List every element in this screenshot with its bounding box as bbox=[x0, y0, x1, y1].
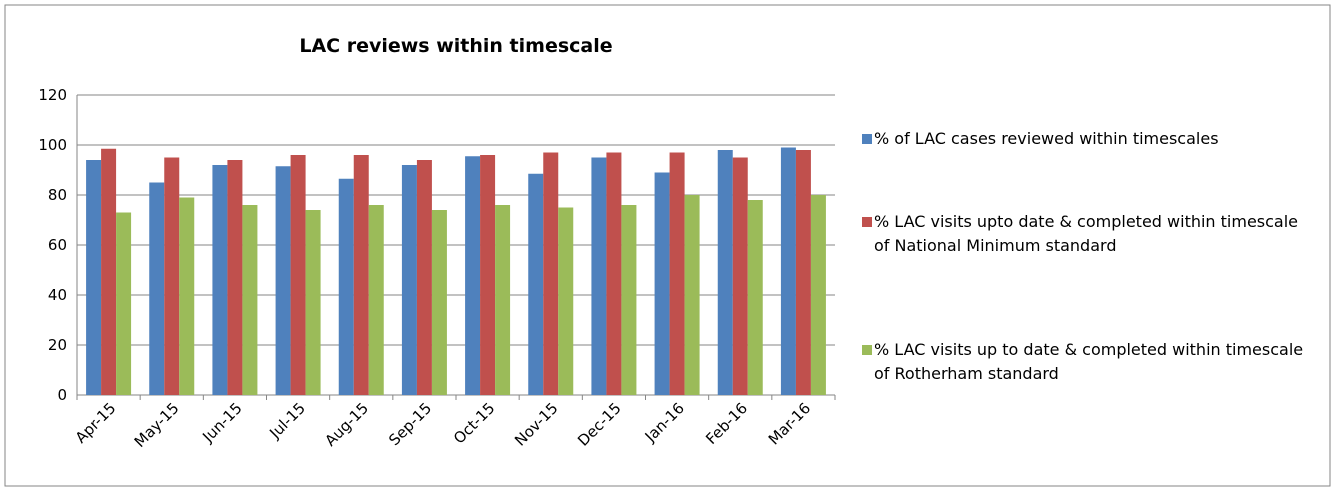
bar bbox=[227, 160, 243, 395]
legend-entry: % of LAC cases reviewed within timescale… bbox=[874, 129, 1219, 148]
bar bbox=[780, 147, 796, 395]
bar bbox=[368, 205, 384, 395]
bar bbox=[621, 205, 637, 395]
legend-label: % LAC visits up to date & completed with… bbox=[874, 340, 1304, 383]
bar bbox=[242, 205, 258, 395]
bar bbox=[101, 148, 117, 395]
legend-label: % of LAC cases reviewed within timescale… bbox=[874, 129, 1219, 148]
bar bbox=[543, 152, 559, 395]
bar bbox=[654, 172, 670, 395]
bar bbox=[591, 157, 607, 395]
bar bbox=[212, 165, 228, 395]
bar bbox=[86, 160, 102, 395]
bar bbox=[401, 165, 417, 395]
bar bbox=[179, 197, 195, 395]
bar bbox=[353, 155, 369, 395]
bar bbox=[528, 173, 544, 395]
y-tick-label: 80 bbox=[48, 186, 67, 204]
bar bbox=[338, 178, 354, 395]
y-tick-label: 100 bbox=[38, 136, 67, 154]
legend-swatch bbox=[862, 134, 872, 144]
bar bbox=[732, 157, 748, 395]
bar bbox=[669, 152, 685, 395]
bar bbox=[465, 156, 481, 395]
legend-swatch bbox=[862, 345, 872, 355]
bar bbox=[290, 155, 306, 395]
bar bbox=[606, 152, 622, 395]
bar bbox=[795, 150, 811, 395]
y-tick-label: 40 bbox=[48, 286, 67, 304]
legend-entry: % LAC visits upto date & completed withi… bbox=[874, 212, 1299, 255]
bar bbox=[305, 210, 321, 395]
bar bbox=[747, 200, 763, 395]
y-tick-label: 20 bbox=[48, 336, 67, 354]
bar bbox=[116, 212, 132, 395]
bar bbox=[495, 205, 511, 395]
bar bbox=[431, 210, 447, 395]
bar bbox=[717, 150, 733, 395]
legend-swatch bbox=[862, 217, 872, 227]
y-tick-label: 120 bbox=[38, 86, 67, 104]
y-tick-label: 60 bbox=[48, 236, 67, 254]
y-tick-label: 0 bbox=[57, 386, 67, 404]
bar bbox=[416, 160, 432, 395]
chart-title: LAC reviews within timescale bbox=[299, 35, 612, 57]
bar bbox=[810, 195, 826, 395]
bar bbox=[275, 166, 291, 395]
bar bbox=[164, 157, 180, 395]
bar bbox=[558, 207, 574, 395]
bar bbox=[480, 155, 496, 395]
legend-entry: % LAC visits up to date & completed with… bbox=[874, 340, 1304, 383]
legend-label: % LAC visits upto date & completed withi… bbox=[874, 212, 1299, 255]
bar bbox=[149, 182, 165, 395]
bar bbox=[684, 195, 700, 395]
